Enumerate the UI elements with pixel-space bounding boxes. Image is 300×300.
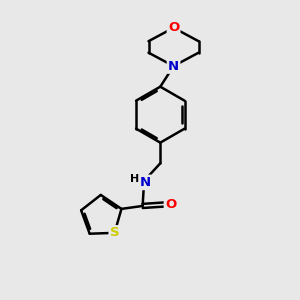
Text: S: S [110, 226, 119, 239]
Text: O: O [165, 198, 176, 211]
Text: N: N [168, 60, 179, 73]
Text: H: H [130, 174, 139, 184]
Text: N: N [140, 176, 151, 189]
Text: O: O [168, 21, 179, 34]
